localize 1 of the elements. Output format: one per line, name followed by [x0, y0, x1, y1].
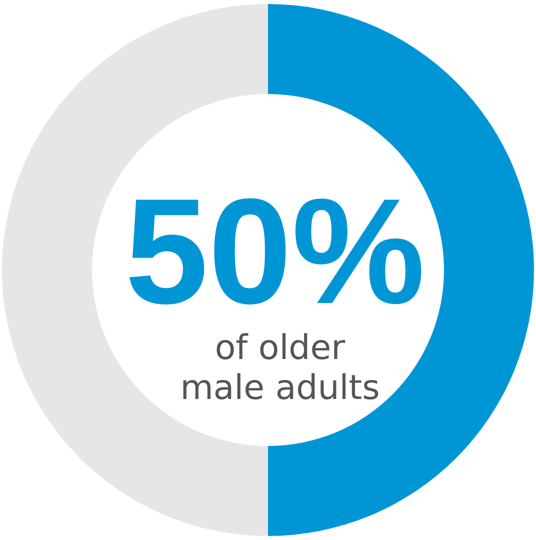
text: of older male adults — [180, 328, 380, 408]
